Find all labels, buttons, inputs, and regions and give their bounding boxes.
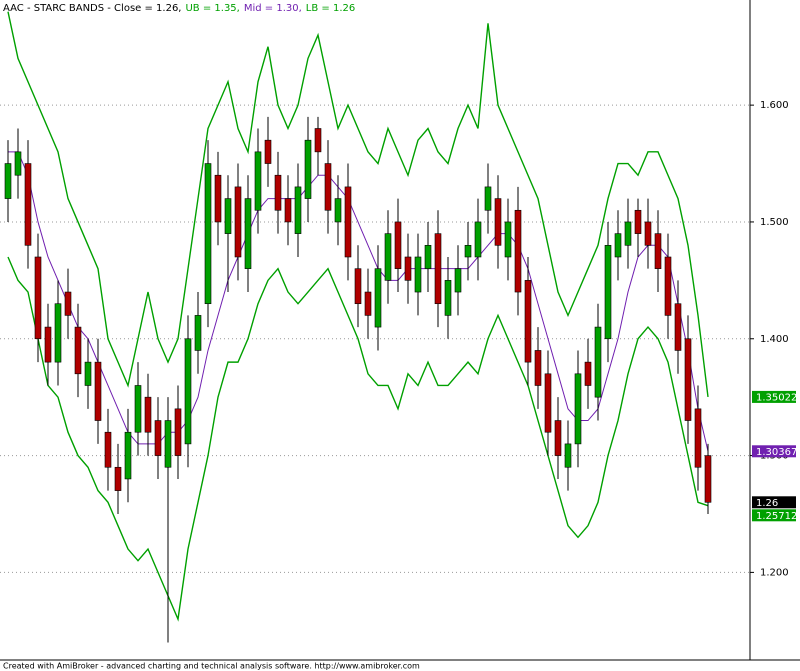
candle-body [244,198,252,269]
candle-body [74,326,82,375]
candle-body [514,209,522,293]
candle-body [254,151,262,211]
candle-body [644,221,652,246]
candle-body [684,338,692,421]
candle-body [14,151,22,176]
candle-body [104,431,112,468]
legend-entry: UB = 1.35, [185,3,239,14]
candle-body [694,408,702,468]
candle-body [264,139,272,164]
candle-body [344,186,352,258]
band-line [7,11,709,397]
candle-body [364,291,372,316]
candle-body [124,431,132,480]
value-tag-label: 1.35022 [756,392,797,403]
candle-body [614,233,622,258]
candle-body [464,245,472,258]
candle-body [554,420,562,456]
candle-body [224,198,232,234]
candle-body [434,233,442,305]
value-tag [752,445,796,458]
candle-body [384,233,392,281]
band-line [7,256,709,622]
candle-body [374,268,382,328]
value-tag-label: 1.30367 [756,447,797,458]
candle-body [44,326,52,363]
candle-body [534,350,542,386]
candle-body [404,256,412,281]
candle-body [584,361,592,386]
candle-body [4,163,12,199]
candle-body [94,361,102,421]
candle-body [304,139,312,199]
candle-body [414,256,422,293]
candle-body [494,198,502,246]
candle-body [424,245,432,269]
y-tick-label: 1.600 [760,100,789,111]
candle-body [214,174,222,223]
chart-title: AAC - STARC BANDS - Close = 1.26, UB = 1.… [3,3,355,14]
candle-body [144,396,152,433]
candle-body [314,128,322,153]
candle-body [24,163,32,246]
candle-body [574,373,582,445]
candle-body [544,373,552,433]
candle-body [174,408,182,456]
value-tag-label: 1.25712 [756,511,797,522]
candle-body [234,186,242,258]
title-text: AAC - STARC BANDS - Close = 1.26, [3,3,181,14]
candle-body [134,385,142,433]
candle-body [604,245,612,340]
candle-body [34,256,42,340]
candle-body [184,338,192,445]
legend-entry: LB = 1.26 [306,3,355,14]
candle-body [444,280,452,316]
candle-body [524,280,532,363]
candle-body [64,291,72,316]
candle-body [294,186,302,234]
candle-body [204,163,212,305]
legend-entry: Mid = 1.30, [244,3,302,14]
candle-body [54,303,62,363]
candle-body [504,221,512,258]
value-tag [752,496,796,509]
candle-body [164,420,172,468]
candle-body [284,198,292,223]
candle-body [674,303,682,351]
value-tag-label: 1.26 [756,498,778,509]
candle-body [664,256,672,316]
candle-body [474,221,482,258]
candle-body [274,174,282,211]
candle-body [194,315,202,351]
y-tick-label: 1.500 [760,217,789,228]
candle-body [624,221,632,246]
candle-body [654,233,662,269]
candle-body [704,455,712,503]
y-tick-label: 1.200 [760,567,789,578]
band-line [8,151,709,452]
candle-body [354,268,362,305]
candle-body [334,198,342,223]
candle-body [324,163,332,211]
candle-body [564,443,572,468]
candle-body [154,420,162,456]
candle-body [84,361,92,386]
y-tick-label: 1.400 [760,334,789,345]
candle-body [594,326,602,398]
candle-body [484,186,492,211]
candle-body [114,466,122,491]
value-tag [752,390,796,403]
candle-body [454,268,462,293]
candle-body [394,221,402,269]
footer: Created with AmiBroker - advanced charti… [3,662,420,671]
candle-body [634,209,642,234]
value-tag [752,509,796,522]
